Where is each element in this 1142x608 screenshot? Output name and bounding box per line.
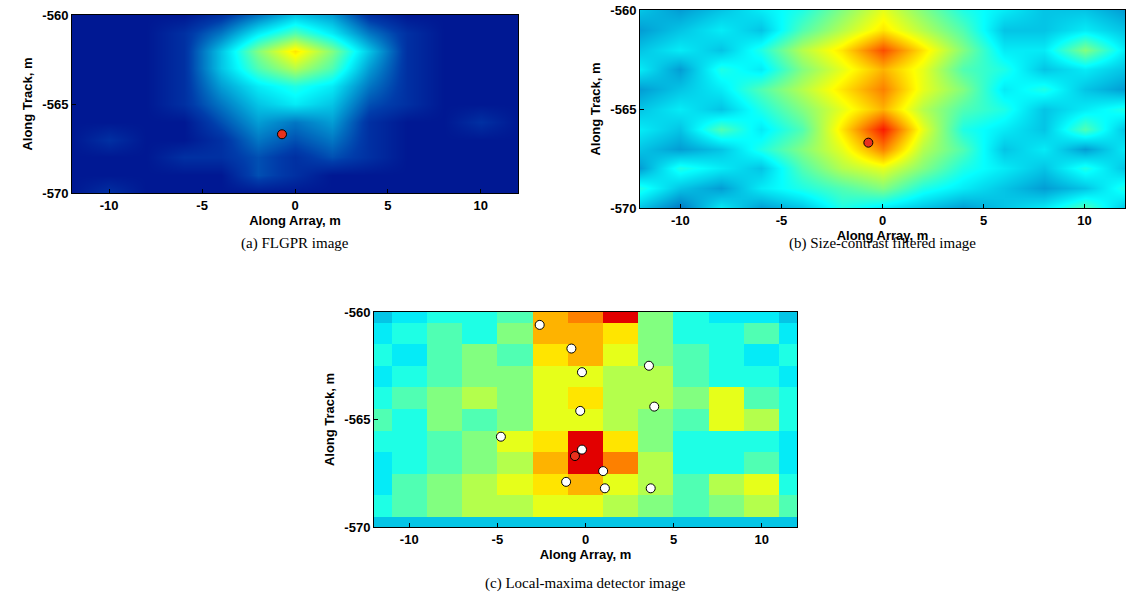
svg-text:5: 5 xyxy=(384,198,391,213)
svg-text:Along Track, m: Along Track, m xyxy=(588,62,603,155)
svg-text:(a) FLGPR image: (a) FLGPR image xyxy=(241,235,349,252)
svg-text:-5: -5 xyxy=(776,213,788,228)
svg-text:10: 10 xyxy=(755,532,769,547)
svg-text:-5: -5 xyxy=(196,198,208,213)
svg-text:Along Array, m: Along Array, m xyxy=(249,213,341,228)
svg-text:0: 0 xyxy=(291,198,298,213)
svg-text:-570: -570 xyxy=(42,186,68,201)
svg-text:-560: -560 xyxy=(344,305,370,320)
svg-text:0: 0 xyxy=(879,213,886,228)
svg-text:-570: -570 xyxy=(610,201,636,216)
svg-text:-560: -560 xyxy=(610,3,636,18)
svg-text:(b) Size-contrast filtered ima: (b) Size-contrast filtered image xyxy=(789,235,976,252)
svg-text:-570: -570 xyxy=(344,520,370,535)
svg-text:Along Track, m: Along Track, m xyxy=(20,57,35,150)
svg-text:-10: -10 xyxy=(671,213,690,228)
svg-text:(c) Local-maxima detector imag: (c) Local-maxima detector image xyxy=(485,575,686,592)
svg-text:-10: -10 xyxy=(400,532,419,547)
svg-text:Along Array, m: Along Array, m xyxy=(837,228,929,243)
svg-text:-10: -10 xyxy=(100,198,119,213)
svg-text:-560: -560 xyxy=(42,8,68,23)
svg-text:10: 10 xyxy=(474,198,488,213)
svg-text:-565: -565 xyxy=(42,97,68,112)
svg-text:10: 10 xyxy=(1077,213,1091,228)
svg-text:Along Track, m: Along Track, m xyxy=(322,373,337,466)
svg-text:-565: -565 xyxy=(610,102,636,117)
svg-text:5: 5 xyxy=(670,532,677,547)
svg-text:5: 5 xyxy=(980,213,987,228)
svg-text:Along Array, m: Along Array, m xyxy=(540,547,632,562)
svg-text:-565: -565 xyxy=(344,412,370,427)
svg-text:-5: -5 xyxy=(492,532,504,547)
svg-text:0: 0 xyxy=(582,532,589,547)
